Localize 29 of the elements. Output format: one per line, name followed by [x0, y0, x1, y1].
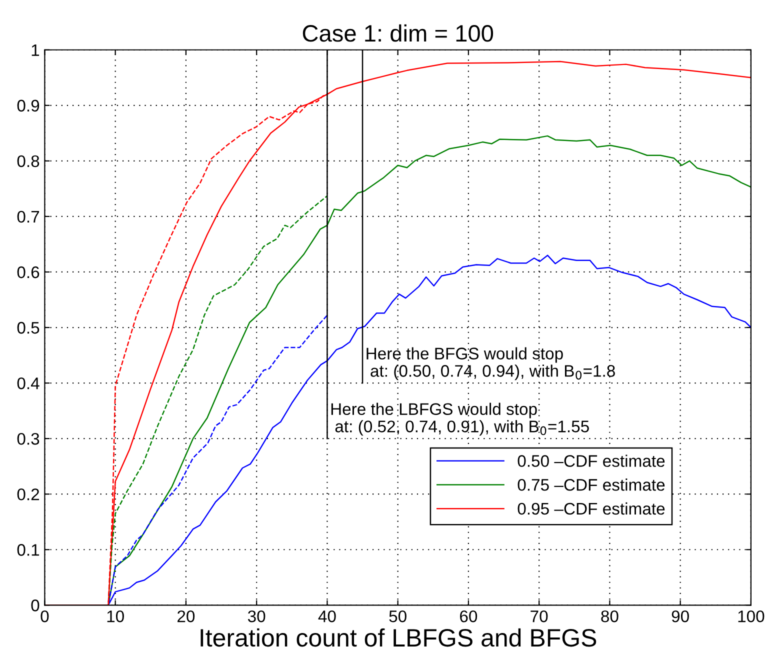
x-tick-label: 20	[178, 610, 195, 622]
y-tick-label: 0.4	[17, 377, 40, 390]
x-tick-label: 30	[248, 610, 266, 622]
y-tick-label: 0.1	[17, 544, 40, 556]
y-tick-label: 0.3	[17, 432, 40, 445]
x-tick-label: 60	[460, 610, 478, 622]
x-tick-label: 80	[601, 610, 618, 622]
y-tick-label: 0	[31, 600, 40, 612]
x-tick-label: 50	[389, 610, 406, 622]
chart-title: Case 1: dim = 100	[302, 24, 494, 42]
x-axis-title: Iteration count of LBFGS and BFGS	[200, 628, 596, 647]
y-tick-label: 0.2	[17, 488, 40, 500]
x-tick-label: 10	[107, 610, 124, 622]
x-tick-label: 70	[530, 610, 548, 622]
y-tick-label: 0.6	[17, 266, 40, 278]
y-tick-label: 0.5	[17, 322, 40, 334]
x-tick-label: 100	[738, 610, 764, 622]
y-tick-label: 1	[32, 44, 40, 56]
annotation: Here the LBFGS would stop at: (0.52, 0.74, 0.91), with B$_{0}$=1.55	[331, 402, 589, 436]
y-tick-label: 0.8	[17, 155, 40, 168]
x-tick-label: 40	[318, 610, 336, 622]
y-tick-label: 0.7	[17, 210, 40, 223]
legend-label: 0.95 –CDF estimate	[518, 502, 665, 515]
x-tick-label: 0	[40, 610, 49, 622]
legend-label: 0.50 –CDF estimate	[518, 454, 665, 467]
y-tick-label: 0.9	[17, 100, 40, 112]
x-tick-label: 90	[672, 610, 689, 622]
annotation: Here the BFGS would stop at: (0.50, 0.74, 0.94), with B$_{0}$=1.8	[366, 347, 615, 380]
legend-label: 0.75 –CDF estimate	[518, 478, 665, 491]
